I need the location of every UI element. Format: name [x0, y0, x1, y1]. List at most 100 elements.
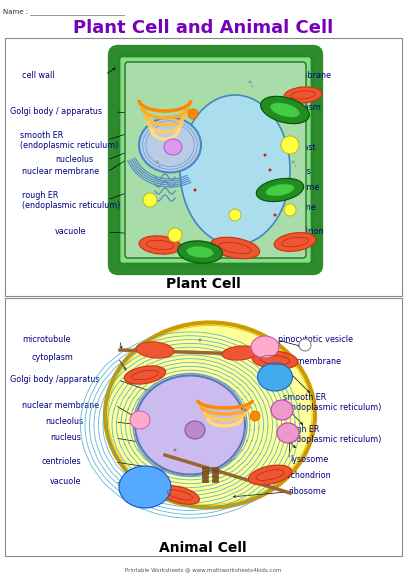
Text: *: * — [251, 84, 254, 89]
Text: *: * — [291, 160, 295, 170]
Bar — [212, 467, 218, 470]
Ellipse shape — [271, 400, 293, 420]
Text: nucleolus: nucleolus — [45, 418, 83, 426]
FancyBboxPatch shape — [125, 62, 306, 258]
Bar — [212, 475, 218, 478]
Text: cell wall: cell wall — [22, 70, 55, 80]
Ellipse shape — [119, 466, 171, 508]
Text: *: * — [155, 160, 159, 170]
Ellipse shape — [193, 189, 197, 192]
Ellipse shape — [269, 168, 271, 171]
Ellipse shape — [210, 237, 260, 258]
Text: cell membrane: cell membrane — [280, 358, 341, 366]
Text: rough ER: rough ER — [283, 425, 319, 434]
Text: nucleus: nucleus — [280, 167, 311, 177]
Text: smooth ER: smooth ER — [283, 394, 326, 403]
Text: lysosome: lysosome — [290, 455, 328, 464]
Ellipse shape — [177, 241, 223, 263]
Bar — [202, 479, 208, 482]
FancyBboxPatch shape — [112, 49, 319, 271]
Ellipse shape — [243, 409, 247, 411]
Text: nuclear membrane: nuclear membrane — [22, 400, 99, 410]
Ellipse shape — [130, 411, 150, 429]
Text: *: * — [293, 164, 296, 170]
Text: chloroplast: chloroplast — [272, 144, 317, 152]
Text: smooth ER: smooth ER — [20, 132, 63, 141]
Ellipse shape — [108, 325, 312, 504]
Ellipse shape — [186, 246, 213, 257]
Ellipse shape — [185, 421, 205, 439]
Bar — [5, 298, 402, 556]
Ellipse shape — [168, 228, 182, 242]
Ellipse shape — [274, 213, 276, 216]
Text: nuclear membrane: nuclear membrane — [22, 167, 99, 177]
Text: nucleolus: nucleolus — [55, 155, 93, 164]
Ellipse shape — [256, 178, 304, 201]
Ellipse shape — [260, 96, 309, 123]
Ellipse shape — [251, 336, 279, 358]
Text: *: * — [158, 164, 160, 170]
Ellipse shape — [284, 204, 296, 216]
Ellipse shape — [281, 136, 299, 154]
Text: cytoplasm: cytoplasm — [32, 354, 74, 362]
Ellipse shape — [274, 233, 316, 252]
Ellipse shape — [180, 95, 290, 245]
Text: centrioles: centrioles — [42, 458, 82, 466]
Ellipse shape — [199, 339, 201, 342]
Text: Plant Cell: Plant Cell — [166, 277, 241, 291]
Ellipse shape — [139, 118, 201, 173]
Ellipse shape — [139, 236, 181, 254]
Text: cell membrane: cell membrane — [270, 70, 331, 80]
Ellipse shape — [270, 103, 300, 117]
Ellipse shape — [229, 209, 241, 221]
Text: peroxisome: peroxisome — [272, 183, 319, 193]
Ellipse shape — [299, 339, 311, 351]
Text: (endoplasmic reticulum): (endoplasmic reticulum) — [22, 200, 120, 209]
Text: rough ER: rough ER — [22, 192, 58, 200]
Text: mitochondrion: mitochondrion — [265, 227, 324, 237]
Text: pinocytotic vesicle: pinocytotic vesicle — [278, 335, 353, 344]
Bar — [202, 471, 208, 474]
Ellipse shape — [284, 87, 322, 103]
Ellipse shape — [136, 342, 174, 358]
Ellipse shape — [250, 411, 260, 421]
Bar — [5, 38, 402, 296]
Ellipse shape — [277, 423, 299, 443]
Ellipse shape — [161, 486, 199, 504]
Bar — [212, 479, 218, 482]
Text: Plant Cell and Animal Cell: Plant Cell and Animal Cell — [73, 19, 333, 37]
Text: Name : ___________________________: Name : ___________________________ — [3, 8, 125, 15]
Ellipse shape — [173, 448, 177, 451]
Text: ribosome: ribosome — [278, 204, 316, 212]
Ellipse shape — [248, 465, 291, 485]
Text: vacuole: vacuole — [50, 478, 81, 486]
Ellipse shape — [188, 109, 198, 119]
Text: (endoplasmic reticulum): (endoplasmic reticulum) — [20, 141, 118, 149]
Text: mitochondrion: mitochondrion — [272, 471, 330, 481]
Text: Animal Cell: Animal Cell — [159, 541, 247, 555]
Ellipse shape — [135, 376, 245, 474]
Ellipse shape — [222, 346, 258, 360]
Text: (endoplasmic reticulum): (endoplasmic reticulum) — [283, 436, 381, 444]
Ellipse shape — [124, 366, 166, 384]
Text: vacuole: vacuole — [55, 227, 87, 237]
Text: microtubule: microtubule — [22, 335, 70, 344]
Ellipse shape — [266, 184, 294, 196]
Ellipse shape — [228, 459, 232, 462]
Bar — [202, 467, 208, 470]
Bar — [202, 475, 208, 478]
Ellipse shape — [263, 153, 267, 156]
Text: Golgi body / apparatus: Golgi body / apparatus — [10, 107, 102, 117]
Ellipse shape — [252, 351, 298, 369]
Text: Golgi body /apparatus: Golgi body /apparatus — [10, 376, 99, 384]
Bar — [212, 471, 218, 474]
FancyBboxPatch shape — [119, 56, 312, 264]
Text: nucleus: nucleus — [50, 433, 81, 443]
Ellipse shape — [258, 363, 293, 391]
Text: cytoplasm: cytoplasm — [280, 103, 322, 113]
Ellipse shape — [143, 193, 157, 207]
Text: *: * — [248, 81, 252, 89]
Ellipse shape — [164, 139, 182, 155]
Ellipse shape — [105, 323, 315, 508]
Text: (endoplasmic reticulum): (endoplasmic reticulum) — [283, 403, 381, 413]
